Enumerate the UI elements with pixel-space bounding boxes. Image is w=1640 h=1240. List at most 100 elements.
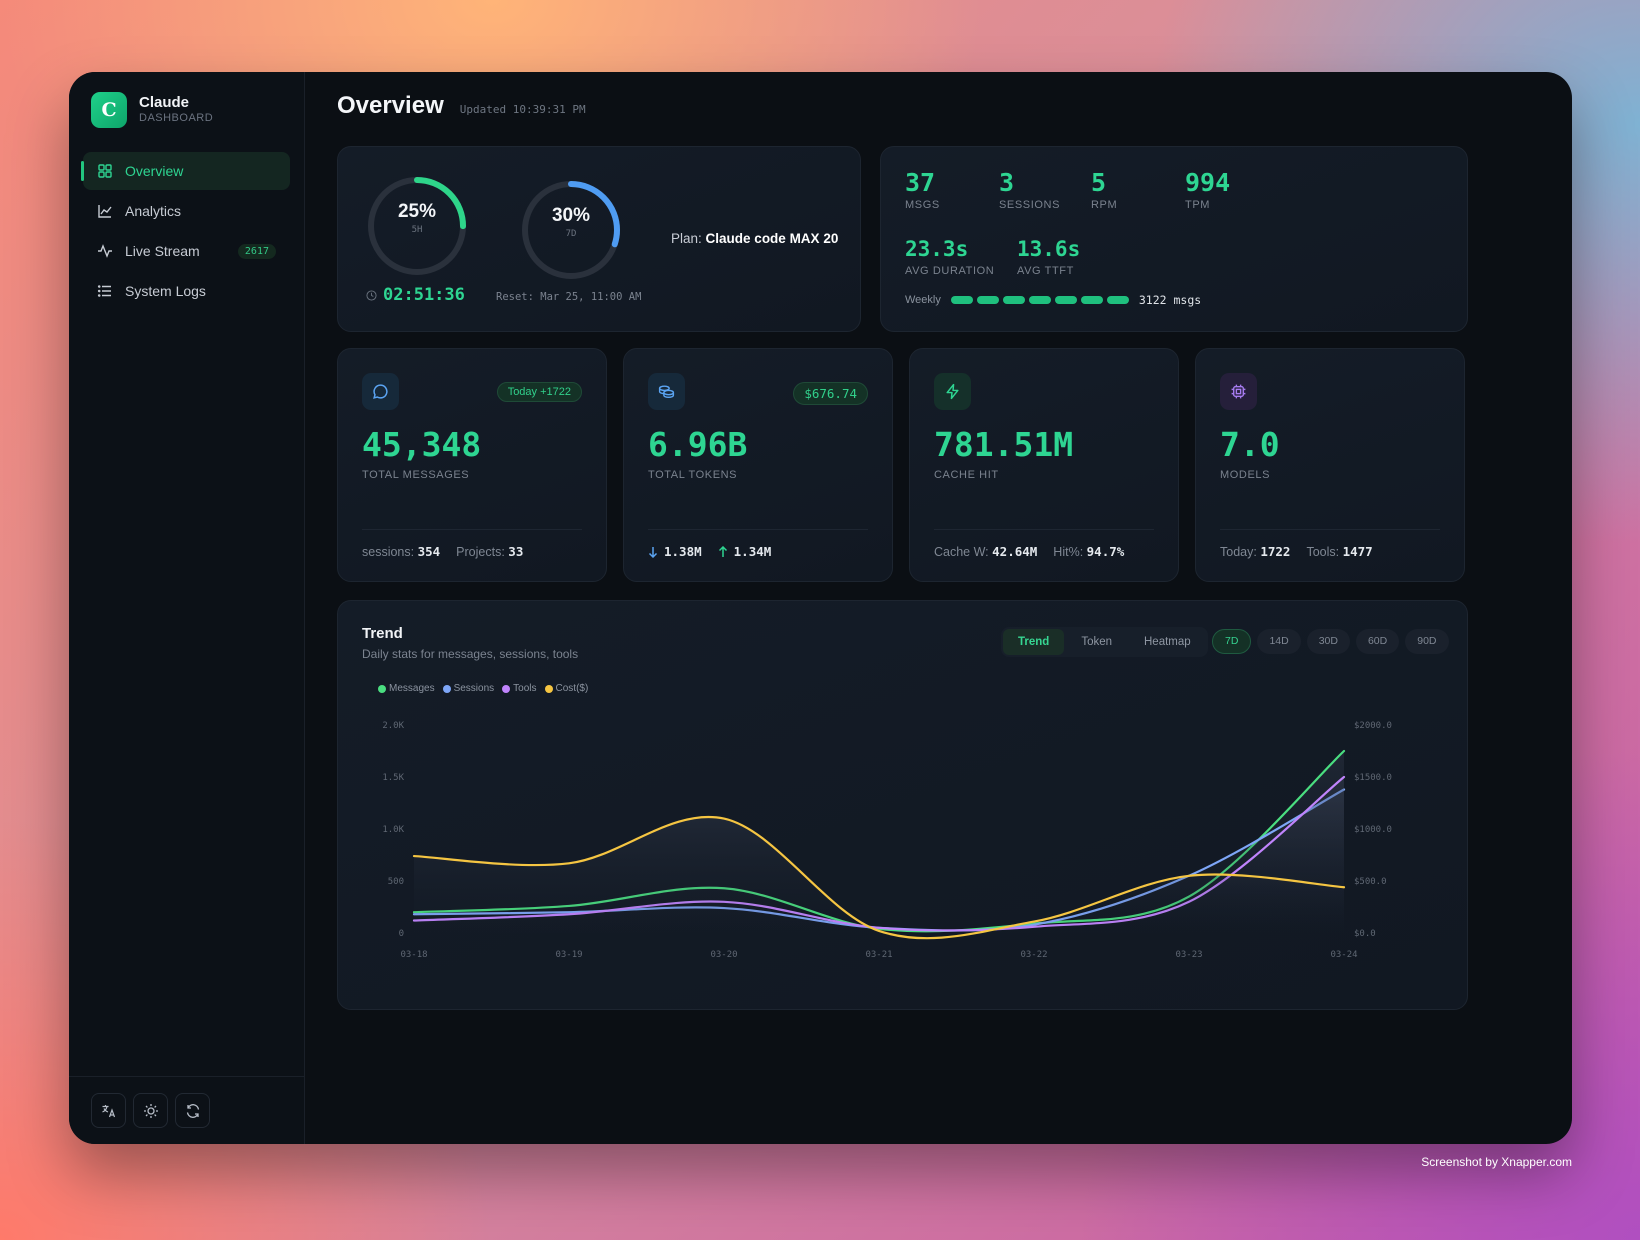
sessions-value: 354 <box>417 544 441 559</box>
stat-msgs-value: 37 <box>905 168 936 197</box>
stat-rpm-label: RPM <box>1091 199 1118 211</box>
trend-title: Trend <box>362 625 403 642</box>
output-tokens-value: 1.34M <box>733 544 772 559</box>
weekly-segment <box>1054 296 1077 304</box>
theme-toggle-button[interactable] <box>133 1093 168 1128</box>
app-window: C Claude DASHBOARD Overview Analytics Li… <box>69 72 1572 1144</box>
today-badge: Today +1722 <box>496 382 582 402</box>
stat-sessions-label: SESSIONS <box>999 199 1061 211</box>
stat-avg-duration-label: AVG DURATION <box>905 265 995 277</box>
page-header: Overview Updated 10:39:31 PM <box>337 92 1540 132</box>
y2-tick-label: $500.0 <box>1354 877 1387 887</box>
refresh-button[interactable] <box>175 1093 210 1128</box>
sidebar-item-label: Live Stream <box>125 243 200 259</box>
progress-ring-7d <box>522 181 620 279</box>
bolt-icon-tile <box>934 373 971 410</box>
total-tokens-card: $676.74 6.96B TOTAL TOKENS 1.38M 1.34M <box>623 348 893 582</box>
x-tick-label: 03-19 <box>555 950 582 960</box>
stat-tpm-label: TPM <box>1185 199 1211 211</box>
main-content: Overview Updated 10:39:31 PM 25% 5H 30% … <box>305 72 1572 1144</box>
brand-logo: C <box>91 92 127 128</box>
projects-value: 33 <box>508 544 524 559</box>
range-60d[interactable]: 60D <box>1355 629 1400 654</box>
legend-swatch <box>544 684 553 693</box>
trend-card: 0 500 1.0K 1.5K 2.0K $0.0 $500.0 $1000.0 $1500.0… <box>337 600 1468 1010</box>
range-selector: 7D 14D 30D 60D 90D <box>1212 629 1449 654</box>
y-tick-label: 500 <box>388 877 404 887</box>
brand-name: Claude <box>139 94 190 111</box>
language-button[interactable] <box>91 1093 126 1128</box>
sidebar-item-overview[interactable]: Overview <box>81 152 290 190</box>
chart-legend: Messages Sessions Tools Cost($) <box>378 683 588 694</box>
range-30d[interactable]: 30D <box>1306 629 1350 654</box>
tab-token[interactable]: Token <box>1081 636 1112 648</box>
sidebar-item-analytics[interactable]: Analytics <box>83 192 290 230</box>
tab-trend[interactable]: Trend <box>1003 629 1065 655</box>
sidebar-item-system-logs[interactable]: System Logs <box>83 272 290 310</box>
legend-swatch <box>502 684 511 693</box>
stat-sessions: 3 SESSIONS <box>999 169 1061 212</box>
weekly-segment <box>1106 296 1129 304</box>
cache-hit-card: 781.51M CACHE HIT Cache W: 42.64M Hit%: … <box>909 348 1179 582</box>
stat-avg-ttft-value: 13.6s <box>1017 237 1081 261</box>
legend-item[interactable]: Tools <box>502 683 537 694</box>
models-card: 7.0 MODELS Today: 1722 Tools: 1477 <box>1195 348 1465 582</box>
usage-7d-percent: 30% <box>551 205 591 226</box>
brand[interactable]: C Claude DASHBOARD <box>69 72 304 148</box>
arrow-up-icon <box>718 545 727 557</box>
x-tick-label: 03-18 <box>400 950 427 960</box>
usage-5h-percent: 25% <box>397 201 437 222</box>
y2-tick-label: $1000.0 <box>1354 825 1392 835</box>
cpu-icon <box>1231 384 1246 399</box>
range-90d[interactable]: 90D <box>1405 629 1449 654</box>
clock-icon <box>366 289 377 301</box>
total-messages-card: Today +1722 45,348 TOTAL MESSAGES sessio… <box>337 348 607 582</box>
stat-msgs: 37 MSGS <box>905 168 940 212</box>
coins-icon <box>658 385 675 399</box>
updated-timestamp: Updated 10:39:31 PM <box>459 103 586 116</box>
line-chart-icon <box>98 205 112 218</box>
stat-avg-ttft-label: AVG TTFT <box>1017 265 1074 277</box>
weekly-segment <box>1002 296 1025 304</box>
y2-tick-label: $1500.0 <box>1354 773 1392 783</box>
tokens-footer: 1.38M 1.34M <box>648 529 868 559</box>
total-messages-value: 45,348 <box>362 425 482 464</box>
models-footer: Today: 1722 Tools: 1477 <box>1220 529 1440 559</box>
legend-swatch <box>442 684 451 693</box>
series-line-cost <box>412 815 1346 940</box>
legend-item[interactable]: Sessions <box>442 683 494 694</box>
stat-avg-duration-value: 23.3s <box>905 237 969 261</box>
y2-tick-label: $0.0 <box>1354 929 1376 939</box>
arrow-down-icon <box>648 546 658 558</box>
messages-footer: sessions: 354 Projects: 33 <box>362 529 582 559</box>
weekly-segment <box>950 296 973 304</box>
screenshot-credit: Screenshot by Xnapper.com <box>1421 1155 1572 1169</box>
activity-icon <box>98 244 112 258</box>
usage-ring-5h: 25% 5H <box>364 173 470 279</box>
usage-card: 25% 5H 30% 7D 02:51:36 Reset: Mar 25, 11… <box>337 146 861 332</box>
legend-item[interactable]: Messages <box>378 683 435 694</box>
range-7d[interactable]: 7D <box>1212 629 1252 654</box>
reset-time: Reset: Mar 25, 11:00 AM <box>496 291 642 303</box>
legend-swatch <box>378 684 386 693</box>
tab-heatmap[interactable]: Heatmap <box>1144 636 1191 648</box>
models-label: MODELS <box>1220 469 1271 481</box>
stat-msgs-label: MSGS <box>905 199 940 211</box>
cache-write-label: Cache W: <box>934 545 989 559</box>
sidebar-item-live-stream[interactable]: Live Stream 2617 <box>83 232 290 270</box>
sessions-label: sessions: <box>362 545 415 559</box>
cache-hit-value: 781.51M <box>934 425 1074 464</box>
trend-view-tabs: Trend Token Heatmap <box>1001 627 1208 657</box>
legend-label: Messages <box>389 683 435 694</box>
legend-label: Tools <box>513 683 537 694</box>
legend-item[interactable]: Cost($) <box>544 683 589 694</box>
legend-label: Cost($) <box>555 683 589 694</box>
range-14d[interactable]: 14D <box>1257 629 1301 654</box>
cache-footer: Cache W: 42.64M Hit%: 94.7% <box>934 529 1154 559</box>
input-tokens: 1.38M <box>648 544 702 559</box>
total-messages-label: TOTAL MESSAGES <box>362 469 470 481</box>
translate-icon <box>101 1104 115 1117</box>
hit-rate-value: 94.7% <box>1086 544 1125 559</box>
live-stream-count-badge: 2617 <box>237 243 276 259</box>
stat-rpm-value: 5 <box>1091 168 1107 197</box>
